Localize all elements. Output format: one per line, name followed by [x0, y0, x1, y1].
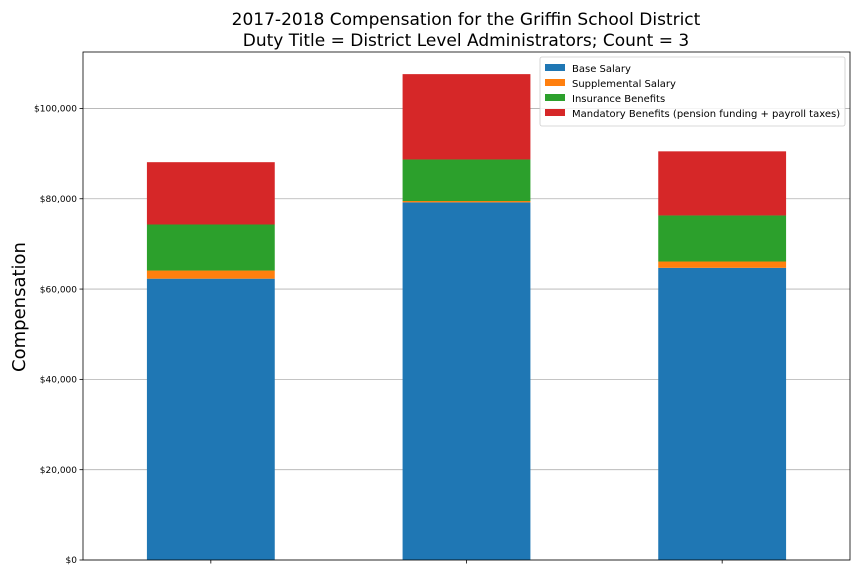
- bar-segment: [146, 278, 275, 560]
- legend-label: Base Salary: [572, 64, 631, 75]
- bar-segment: [402, 74, 531, 160]
- legend-label: Supplemental Salary: [572, 79, 676, 90]
- legend-label: Mandatory Benefits (pension funding + pa…: [572, 109, 840, 120]
- y-tick-label: $80,000: [40, 195, 77, 205]
- bar-segment: [658, 151, 787, 216]
- bar-segment: [658, 267, 787, 560]
- legend-box: [539, 56, 846, 127]
- axes: $0 $20,000 $40,000 $60,000 $80,000 $100,000: [34, 51, 851, 566]
- bar-segment: [402, 159, 531, 202]
- legend-swatch: [545, 109, 565, 116]
- y-tick-label: $20,000: [40, 466, 77, 476]
- chart-title-line-2: Duty Title = District Level Administrato…: [243, 31, 689, 51]
- bar-segment: [402, 201, 531, 203]
- y-tick-label: $60,000: [40, 285, 77, 295]
- bars: [146, 74, 787, 561]
- bar-segment: [146, 162, 275, 225]
- bar-segment: [146, 270, 275, 279]
- legend-swatch: [545, 79, 565, 86]
- y-tick-label: $40,000: [40, 376, 77, 386]
- chart-title-line-1: 2017-2018 Compensation for the Griffin S…: [232, 10, 701, 30]
- bar-segment: [402, 202, 531, 561]
- legend: Base Salary Supplemental Salary Insurance …: [539, 56, 846, 127]
- legend-swatch: [545, 94, 565, 101]
- y-tick-label: $100,000: [34, 105, 77, 115]
- bar-segment: [146, 224, 275, 271]
- y-tick-label: $0: [66, 556, 78, 566]
- legend-swatch: [545, 64, 565, 71]
- legend-label: Insurance Benefits: [572, 94, 665, 105]
- y-axis-label: Compensation: [9, 242, 30, 372]
- bar-segment: [658, 215, 787, 262]
- bar-segment: [658, 261, 787, 268]
